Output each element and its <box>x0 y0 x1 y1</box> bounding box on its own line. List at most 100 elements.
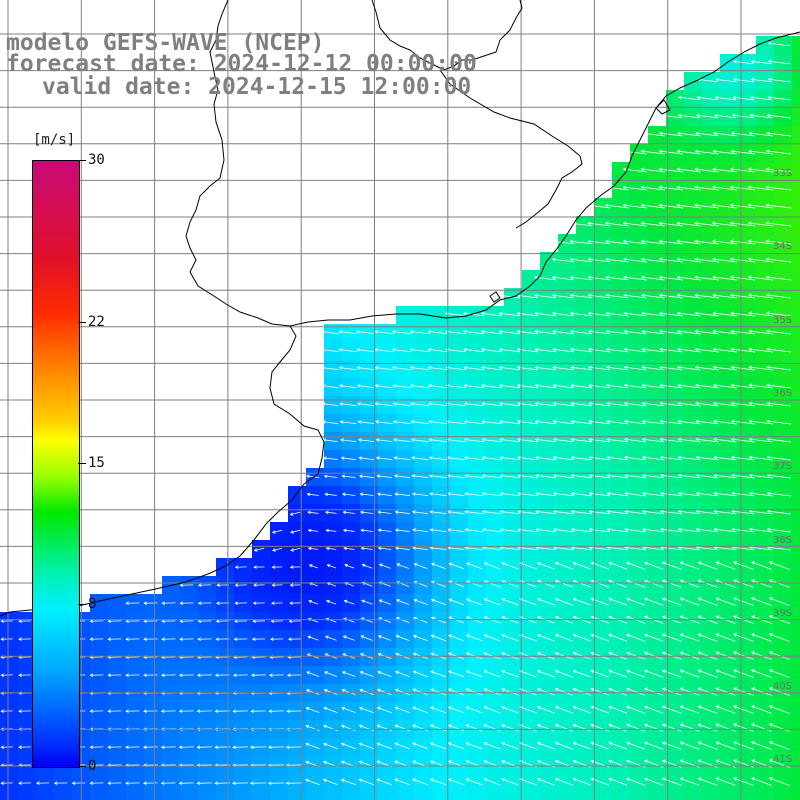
wind-arrow <box>589 528 610 533</box>
wind-arrow-head <box>658 221 663 226</box>
wind-arrow-head <box>623 347 628 352</box>
wind-arrow-head <box>232 673 237 677</box>
wind-arrow <box>414 563 428 569</box>
wind-arrow <box>769 723 790 732</box>
wind-arrow-head <box>694 275 699 280</box>
wind-arrow <box>502 580 519 588</box>
wind-arrow <box>499 421 520 425</box>
wind-arrow-head <box>499 401 503 406</box>
wind-arrow-head <box>623 365 628 370</box>
wind-arrow-head <box>751 633 755 637</box>
wind-arrow-head <box>361 599 365 603</box>
wind-arrow <box>341 457 356 460</box>
wind-arrow-head <box>446 438 450 442</box>
wind-arrow <box>626 688 646 696</box>
wind-arrow-head <box>730 347 735 352</box>
wind-arrow-head <box>623 419 628 424</box>
wind-arrow <box>413 547 429 551</box>
wind-arrow-head <box>695 131 699 136</box>
wind-arrow <box>501 706 519 714</box>
wind-arrow <box>641 222 665 227</box>
wind-arrow-head <box>341 474 346 478</box>
wind-speed-cell <box>54 792 72 800</box>
wind-arrow-head <box>730 149 735 154</box>
wind-arrow-head <box>89 781 94 785</box>
wind-arrow-head <box>481 383 485 388</box>
wind-arrow-head <box>768 723 773 727</box>
wind-arrow-head <box>572 705 577 710</box>
wind-arrow-head <box>588 527 593 532</box>
wind-arrow <box>465 529 483 533</box>
wind-arrow-head <box>308 599 313 604</box>
wind-arrow-head <box>695 401 699 406</box>
wind-arrow-head <box>536 760 541 764</box>
wind-arrow-head <box>751 759 755 763</box>
wind-arrow <box>660 510 683 515</box>
wind-arrow-head <box>411 492 416 496</box>
wind-arrow-head <box>697 687 702 691</box>
wind-arrow-head <box>604 185 609 190</box>
wind-speed-cell <box>396 306 414 324</box>
wind-arrow-head <box>641 383 646 388</box>
wind-arrow <box>623 222 647 227</box>
wind-arrow <box>698 687 718 696</box>
wind-arrow-head <box>374 366 379 370</box>
wind-arrow-head <box>536 742 541 746</box>
wind-arrow <box>340 421 357 425</box>
wind-arrow <box>731 510 755 515</box>
wind-arrow <box>466 634 483 642</box>
wind-arrow <box>535 438 556 443</box>
wind-arrow <box>447 529 465 533</box>
wind-arrow-head <box>377 670 381 675</box>
wind-arrow-head <box>751 561 755 565</box>
wind-arrow <box>659 348 683 353</box>
wind-arrow <box>644 634 664 642</box>
wind-arrow-head <box>463 438 468 442</box>
wind-arrow <box>448 724 465 732</box>
wind-arrow-head <box>572 615 577 620</box>
wind-arrow-head <box>715 597 720 601</box>
wind-arrow <box>535 330 556 335</box>
wind-arrow <box>357 349 375 353</box>
wind-arrow-head <box>730 293 734 298</box>
wind-arrow-head <box>640 149 645 154</box>
wind-arrow <box>642 528 665 533</box>
wind-speed-cell <box>234 792 252 800</box>
wind-arrow <box>410 385 430 389</box>
wind-arrow <box>339 367 357 371</box>
wind-arrow-head <box>322 778 327 783</box>
wind-arrow <box>660 474 683 479</box>
wind-arrow <box>608 742 628 750</box>
wind-arrow-head <box>498 329 503 334</box>
wind-arrow-head <box>768 615 773 619</box>
wind-arrow <box>537 580 555 588</box>
wind-arrow <box>730 240 756 245</box>
wind-arrow-head <box>642 491 646 496</box>
wind-arrow <box>326 529 337 532</box>
wind-arrow-head <box>605 239 609 244</box>
wind-arrow <box>535 493 556 497</box>
wind-arrow-head <box>125 637 129 641</box>
wind-arrow <box>536 547 556 551</box>
wind-arrow-head <box>534 437 539 442</box>
wind-arrow-head <box>676 149 681 154</box>
wind-arrow <box>411 439 429 443</box>
wind-arrow <box>680 580 700 588</box>
wind-arrow <box>751 579 772 588</box>
wind-arrow <box>731 348 755 353</box>
wind-arrow <box>360 493 374 496</box>
wind-arrow-head <box>641 311 645 316</box>
wind-arrow <box>501 634 519 642</box>
wind-arrow-head <box>445 420 450 424</box>
wind-arrow-head <box>392 366 396 370</box>
wind-arrow <box>748 240 774 245</box>
wind-speed-cell <box>594 792 612 800</box>
wind-arrow <box>731 474 755 479</box>
wind-arrow-head <box>250 673 255 677</box>
wind-speed-cell <box>792 432 800 450</box>
wind-arrow <box>730 294 756 299</box>
wind-arrow <box>749 420 773 425</box>
wind-arrow-head <box>590 777 595 782</box>
wind-arrow-head <box>679 579 684 583</box>
wind-arrow-head <box>695 455 700 460</box>
